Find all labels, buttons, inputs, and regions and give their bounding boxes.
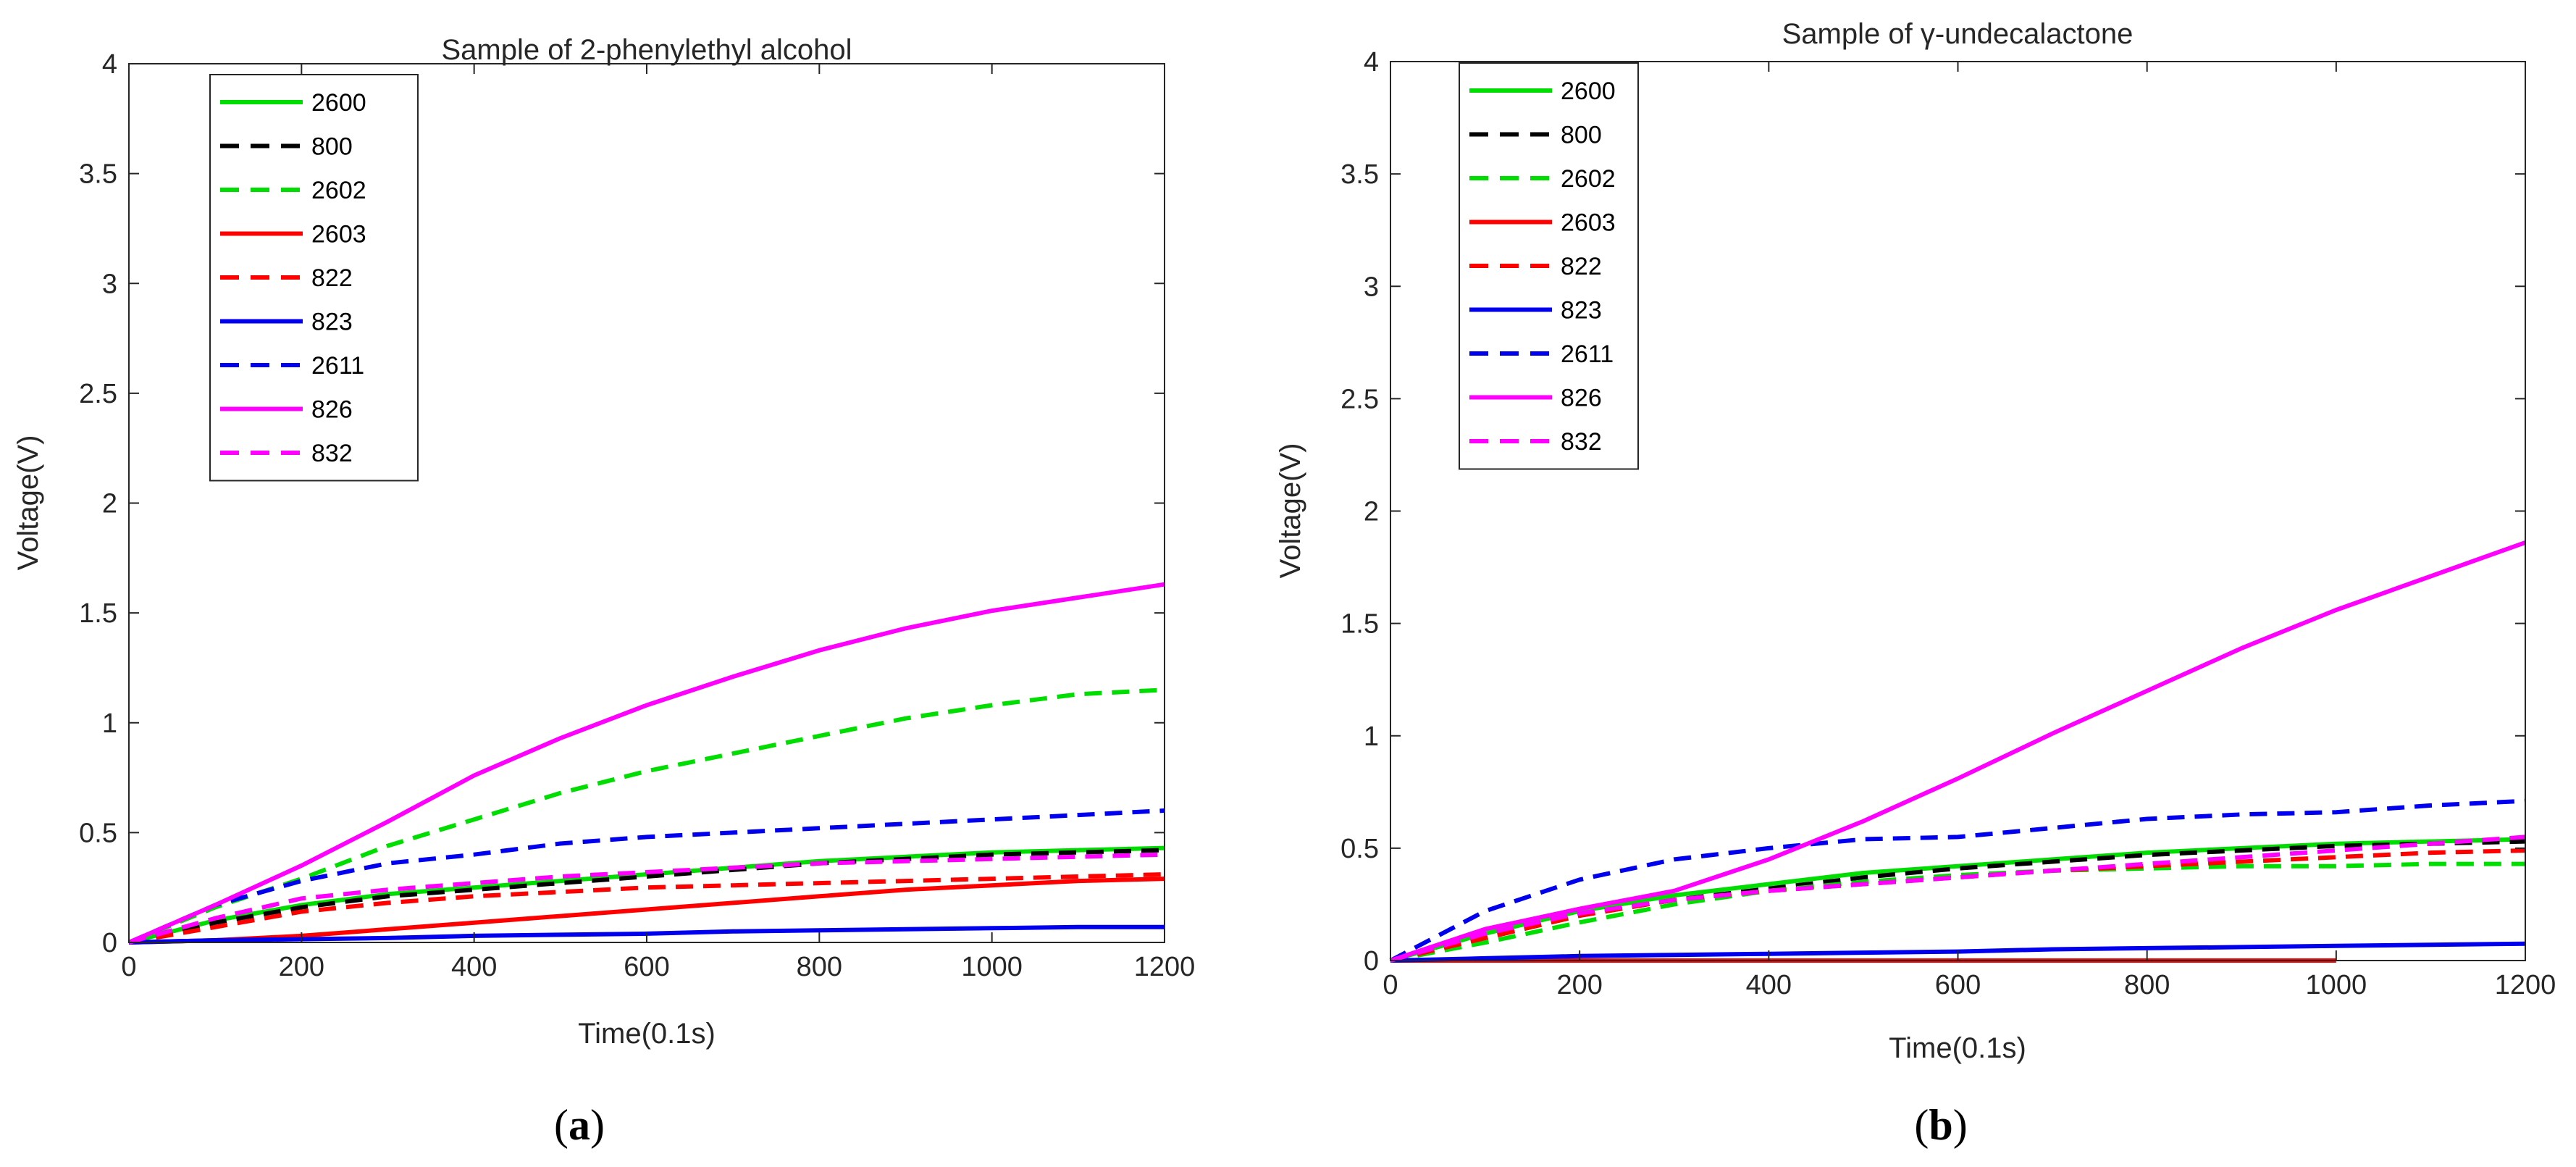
series-line-2600 xyxy=(1390,837,2526,963)
x-tick-label: 400 xyxy=(451,952,497,982)
caption-close-paren: ) xyxy=(590,1101,605,1149)
caption-close-paren: ) xyxy=(1953,1101,1968,1149)
y-tick-label: 4 xyxy=(102,49,117,80)
chart-panel-a: 0 200 400 600 800 1000 1200 0 0.5 1 1.5 2 2.5 3 3.5 4 S… xyxy=(12,34,1195,1149)
series-line-2602 xyxy=(127,687,1165,945)
y-tick-label: 1.5 xyxy=(79,598,117,629)
y-tick-label: 0 xyxy=(1364,946,1379,976)
legend-label: 2600 xyxy=(311,89,366,117)
legend-label: 826 xyxy=(311,396,353,424)
series-line-2611 xyxy=(127,808,1165,945)
x-tick-label: 1200 xyxy=(1134,952,1196,982)
legend-label: 822 xyxy=(311,264,353,292)
chart-title: Sample of 2-phenylethyl alcohol xyxy=(441,34,852,66)
y-tick-label: 2 xyxy=(1364,497,1379,527)
legend-label: 2611 xyxy=(1561,340,1614,368)
y-tick-label: 3.5 xyxy=(1341,159,1379,190)
series-line-832 xyxy=(128,852,1165,945)
x-tick-label: 1000 xyxy=(2306,970,2367,1000)
legend-label: 823 xyxy=(311,309,353,336)
legend-box xyxy=(209,74,419,482)
x-axis-label: Time(0.1s) xyxy=(578,1018,716,1050)
legend-label: 2611 xyxy=(311,352,364,380)
axis-layer: 0 200 400 600 800 1000 1200 0 0.5 1 1.5 2 2.5 3 3.5 4 xyxy=(79,49,1195,982)
legend-label: 826 xyxy=(1561,385,1602,412)
legend-label: 2602 xyxy=(311,177,366,204)
series-line-822 xyxy=(128,872,1165,945)
y-tick-label: 3 xyxy=(1364,272,1379,302)
y-tick-label: 0 xyxy=(102,928,117,958)
x-tick-label: 400 xyxy=(1746,970,1792,1000)
x-tick-label: 600 xyxy=(1935,970,1981,1000)
series-line-832 xyxy=(1390,835,2526,963)
panel-caption: (b) xyxy=(1914,1101,1967,1149)
y-tick-label: 3 xyxy=(102,269,117,299)
y-axis-label: Voltage(V) xyxy=(12,435,44,571)
series-line-822 xyxy=(1390,848,2526,963)
x-tick-label: 600 xyxy=(624,952,669,982)
legend-label: 832 xyxy=(1561,428,1602,456)
x-axis-label: Time(0.1s) xyxy=(1889,1032,2026,1064)
legend-label: 823 xyxy=(1561,297,1602,325)
x-tick-label: 800 xyxy=(797,952,842,982)
y-tick-label: 1 xyxy=(1364,721,1379,752)
y-axis-label: Voltage(V) xyxy=(1275,443,1306,579)
series-line-800 xyxy=(128,848,1165,945)
legend-label: 800 xyxy=(311,133,353,161)
legend-label: 2602 xyxy=(1561,165,1616,193)
x-tick-label: 0 xyxy=(1383,970,1398,1000)
x-tick-label: 1000 xyxy=(961,952,1023,982)
legend-label: 832 xyxy=(311,440,353,467)
y-tick-label: 1.5 xyxy=(1341,609,1379,640)
y-tick-label: 4 xyxy=(1364,47,1379,78)
x-tick-label: 800 xyxy=(2124,970,2170,1000)
series-line-826 xyxy=(1390,540,2527,963)
x-tick-label: 200 xyxy=(1556,970,1602,1000)
caption-open-paren: ( xyxy=(1914,1101,1929,1149)
legend: 2600 800 2602 2603 822 823 2611 826 832 xyxy=(209,74,419,482)
y-tick-label: 0.5 xyxy=(1341,834,1379,864)
legend-label: 2603 xyxy=(311,221,366,248)
legend: 2600 800 2602 2603 822 823 2611 826 832 xyxy=(1459,62,1639,470)
panel-caption: (a) xyxy=(554,1101,605,1149)
legend-label: 800 xyxy=(1561,122,1602,149)
y-tick-label: 2.5 xyxy=(79,379,117,409)
y-tick-label: 0.5 xyxy=(79,818,117,848)
y-tick-label: 3.5 xyxy=(79,159,117,190)
x-tick-label: 0 xyxy=(121,952,136,982)
caption-letter: b xyxy=(1929,1101,1952,1149)
x-tick-label: 200 xyxy=(279,952,324,982)
caption-open-paren: ( xyxy=(554,1101,569,1149)
legend-label: 2600 xyxy=(1561,78,1616,105)
y-tick-label: 1 xyxy=(102,708,117,739)
y-tick-label: 2 xyxy=(102,489,117,519)
series-line-826 xyxy=(127,582,1165,945)
chart-panel-b: 0 200 400 600 800 1000 1200 0 0.5 1 1.5 2 2.5 3 3.5 4 S… xyxy=(1275,18,2556,1149)
series-line-2602 xyxy=(1390,861,2525,963)
series-line-2611 xyxy=(1389,798,2526,963)
y-tick-label: 2.5 xyxy=(1341,384,1379,414)
axis-layer: 0 200 400 600 800 1000 1200 0 0.5 1 1.5 2 2.5 3 3.5 4 xyxy=(1341,47,2556,1000)
caption-letter: a xyxy=(569,1101,590,1149)
legend-label: 822 xyxy=(1561,253,1602,280)
x-tick-label: 1200 xyxy=(2495,970,2556,1000)
legend-label: 2603 xyxy=(1561,209,1616,237)
chart-title: Sample of γ-undecalactone xyxy=(1782,18,2134,50)
